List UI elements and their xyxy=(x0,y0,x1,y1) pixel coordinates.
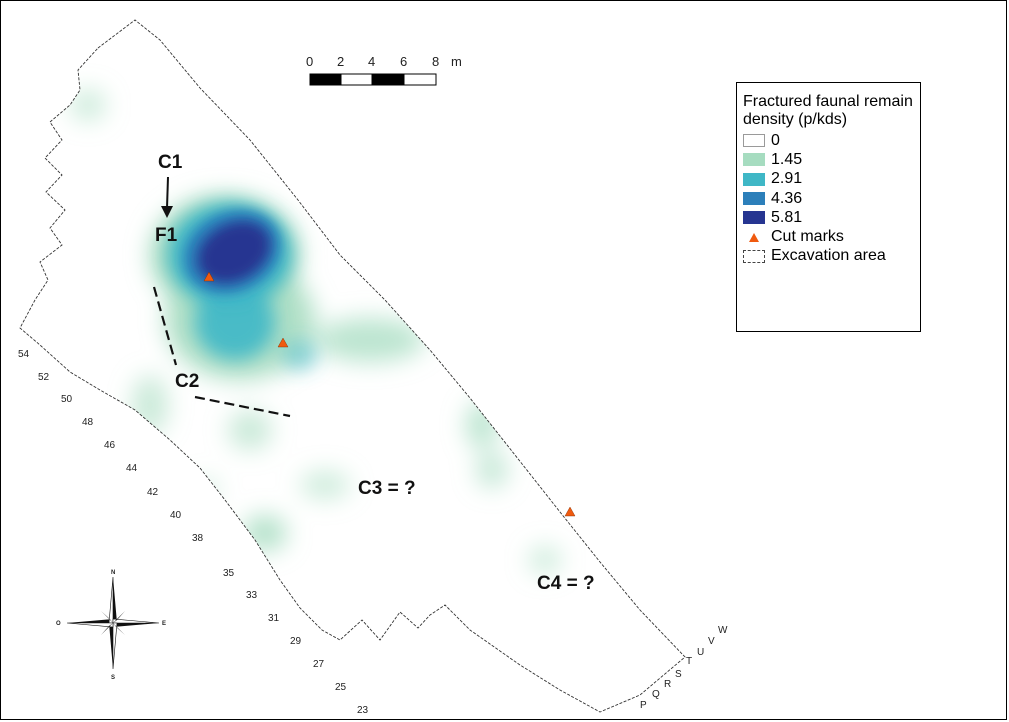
label-c1: C1 xyxy=(158,152,183,173)
grid-label-left: 40 xyxy=(170,510,182,521)
legend-label-0: 0 xyxy=(771,131,780,149)
c1-f1-arrow xyxy=(161,176,173,218)
compass-rose: N S E O xyxy=(56,570,166,681)
grid-label-left: 23 xyxy=(357,705,369,716)
grid-label-left: 46 xyxy=(104,440,116,451)
legend-swatch-2 xyxy=(743,172,765,186)
legend-swatch-0 xyxy=(743,134,765,148)
legend-row-4: 5.81 xyxy=(743,208,914,227)
grid-label-left: 42 xyxy=(147,487,159,498)
grid-label-bottom: P xyxy=(640,700,647,711)
legend-label-3: 4.36 xyxy=(771,189,803,207)
legend-label-excavation: Excavation area xyxy=(771,247,886,265)
cut-mark-1 xyxy=(203,271,215,282)
grid-label-left: 29 xyxy=(290,636,302,647)
legend-swatch-3 xyxy=(743,192,765,206)
legend-swatch-4 xyxy=(743,211,765,225)
compass-e: E xyxy=(162,621,166,627)
cut-marks xyxy=(203,271,576,517)
grid-label-left: 31 xyxy=(268,613,280,624)
grid-label-bottom: R xyxy=(664,679,671,690)
legend-row-cut-marks: Cut marks xyxy=(743,227,914,246)
compass-n: N xyxy=(111,570,115,576)
compass-s: S xyxy=(111,675,115,681)
grid-label-bottom: Q xyxy=(652,689,660,700)
grid-label-left: 52 xyxy=(38,372,50,383)
cut-mark-3 xyxy=(564,506,576,517)
legend-label-cut-marks: Cut marks xyxy=(771,228,844,246)
cut-mark-triangle-icon xyxy=(743,232,765,242)
grid-label-left: 35 xyxy=(223,568,235,579)
label-c2: C2 xyxy=(175,371,199,392)
grid-label-bottom: U xyxy=(697,647,704,658)
scale-unit: m xyxy=(451,54,462,69)
c2-boundary xyxy=(152,286,291,418)
legend: Fractured faunal remain density (p/kds) … xyxy=(736,82,921,332)
grid-label-bottom: T xyxy=(686,656,692,667)
grid-label-left: 33 xyxy=(246,590,258,601)
grid-labels-bottom: P Q R S T U V W xyxy=(640,625,728,711)
legend-label-4: 5.81 xyxy=(771,208,803,226)
scale-tick: 6 xyxy=(400,54,407,69)
scale-tick: 2 xyxy=(337,54,344,69)
legend-row-3: 4.36 xyxy=(743,189,914,208)
density-surface xyxy=(70,89,561,574)
grid-label-left: 50 xyxy=(61,394,73,405)
cut-mark-2 xyxy=(277,337,289,348)
compass-w: O xyxy=(56,621,61,627)
excavation-outline xyxy=(19,19,686,713)
grid-label-left: 44 xyxy=(126,463,138,474)
grid-label-left: 48 xyxy=(82,417,94,428)
legend-row-1: 1.45 xyxy=(743,150,914,169)
grid-label-left: 25 xyxy=(335,682,347,693)
legend-swatch-1 xyxy=(743,153,765,167)
grid-label-bottom: W xyxy=(718,625,728,636)
legend-swatch-excavation xyxy=(743,249,765,263)
scale-tick: 8 xyxy=(432,54,439,69)
grid-label-bottom: S xyxy=(675,669,682,680)
grid-label-left: 54 xyxy=(18,349,30,360)
label-f1: F1 xyxy=(155,225,178,246)
scale-bar: 0 2 4 6 8 m xyxy=(306,54,462,86)
scale-tick: 4 xyxy=(368,54,375,69)
grid-label-left: 27 xyxy=(313,659,325,670)
grid-label-left: 38 xyxy=(192,533,204,544)
legend-label-2: 2.91 xyxy=(771,170,803,188)
label-c4: C4 = ? xyxy=(537,573,595,594)
legend-title: Fractured faunal remain density (p/kds) xyxy=(743,93,913,128)
legend-row-0: 0 xyxy=(743,131,914,150)
grid-label-bottom: V xyxy=(708,636,715,647)
legend-row-2: 2.91 xyxy=(743,170,914,189)
label-c3: C3 = ? xyxy=(358,478,416,499)
legend-row-excavation: Excavation area xyxy=(743,247,914,266)
legend-label-1: 1.45 xyxy=(771,150,803,168)
scale-tick: 0 xyxy=(306,54,313,69)
grid-labels-left: 54 52 50 48 46 44 42 40 38 35 33 31 29 2… xyxy=(18,349,369,716)
